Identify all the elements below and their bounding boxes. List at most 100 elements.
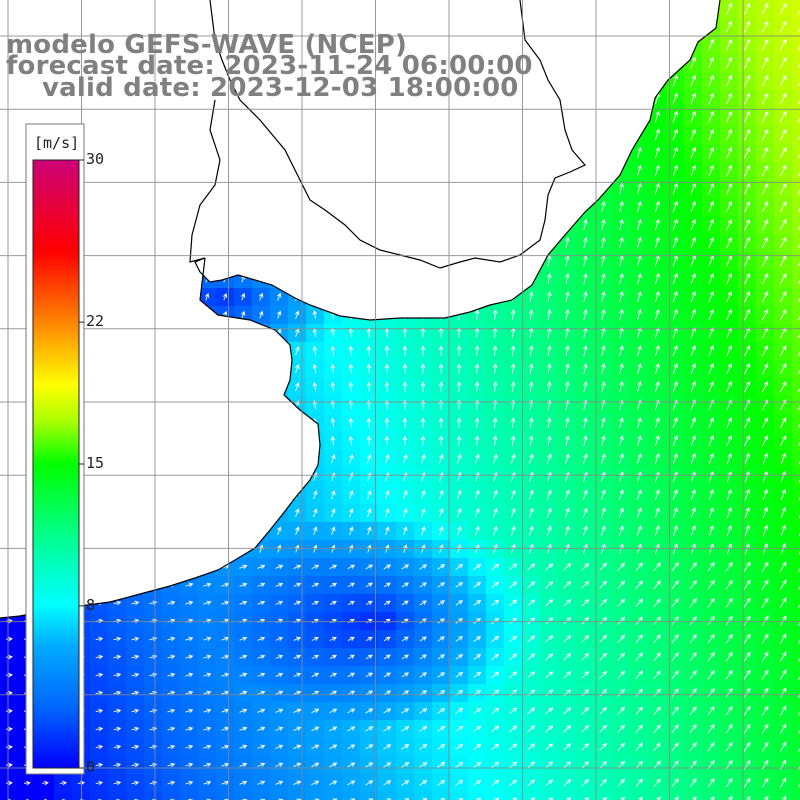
wind-arrow xyxy=(491,671,500,679)
wind-speed-cell xyxy=(468,792,487,800)
wind-arrow xyxy=(366,417,372,428)
wind-arrow xyxy=(547,345,552,357)
wind-arrow xyxy=(690,92,697,105)
wind-arrow xyxy=(707,688,715,698)
wind-arrow xyxy=(59,780,68,786)
wind-speed-cell xyxy=(792,72,800,91)
wind-arrow xyxy=(492,453,498,464)
wind-arrow xyxy=(583,272,588,285)
wind-arrow xyxy=(617,778,625,787)
wind-arrow xyxy=(365,636,373,642)
wind-arrow xyxy=(240,292,246,301)
wind-arrow xyxy=(474,327,480,338)
wind-arrow xyxy=(510,435,516,446)
wind-arrow xyxy=(563,707,572,715)
wind-speed-cell xyxy=(792,288,800,307)
wind-arrow xyxy=(95,762,104,768)
wind-arrow xyxy=(672,182,678,195)
wind-speed-cell xyxy=(648,792,667,800)
wind-arrow xyxy=(528,417,534,428)
wind-arrow xyxy=(438,345,444,356)
wind-arrow xyxy=(295,508,300,518)
wind-arrow xyxy=(167,708,176,714)
wind-arrow xyxy=(707,616,715,626)
wind-arrow xyxy=(420,345,426,356)
wind-arrow xyxy=(601,218,606,231)
wind-arrow xyxy=(637,435,642,447)
wind-arrow xyxy=(617,616,626,625)
wind-arrow xyxy=(600,489,606,500)
wind-arrow xyxy=(510,381,516,392)
wind-arrow xyxy=(797,297,800,303)
wind-arrow xyxy=(654,453,660,465)
wind-arrow xyxy=(95,690,104,696)
wind-arrow xyxy=(779,327,787,339)
wind-arrow xyxy=(726,182,733,195)
wind-arrow xyxy=(761,146,769,159)
wind-arrow xyxy=(797,369,800,375)
wind-arrow xyxy=(383,762,392,768)
wind-arrow xyxy=(726,543,732,555)
wind-arrow xyxy=(384,345,390,356)
wind-arrow xyxy=(113,672,122,678)
wind-arrow xyxy=(653,778,661,788)
wind-arrow xyxy=(744,236,751,249)
wind-arrow xyxy=(654,128,660,141)
wind-arrow xyxy=(510,345,516,356)
wind-arrow xyxy=(635,580,643,590)
wind-arrow xyxy=(295,364,300,374)
wind-arrow xyxy=(690,308,696,321)
wind-arrow xyxy=(635,652,643,662)
wind-arrow xyxy=(5,744,13,750)
wind-arrow xyxy=(401,762,410,768)
wind-arrow xyxy=(583,291,588,303)
wind-arrow xyxy=(654,489,660,501)
wind-arrow xyxy=(726,272,733,285)
wind-arrow xyxy=(599,580,608,589)
wind-arrow xyxy=(131,708,140,714)
wind-arrow xyxy=(512,797,518,800)
wind-arrow xyxy=(437,708,446,714)
wind-arrow xyxy=(277,526,282,535)
wind-arrow xyxy=(671,580,679,590)
wind-arrow xyxy=(601,417,606,429)
wind-arrow xyxy=(762,488,768,501)
wind-arrow xyxy=(473,725,482,733)
wind-arrow xyxy=(203,582,212,588)
wind-arrow xyxy=(437,726,446,732)
wind-arrow xyxy=(293,762,302,767)
wind-arrow xyxy=(635,778,643,787)
wind-arrow xyxy=(347,600,355,605)
wind-arrow xyxy=(383,744,392,750)
wind-arrow xyxy=(257,744,266,749)
wind-arrow xyxy=(707,579,715,590)
wind-arrow xyxy=(797,639,800,645)
wind-arrow xyxy=(492,417,498,428)
wind-arrow xyxy=(456,435,462,446)
wind-arrow xyxy=(545,743,554,751)
wind-arrow xyxy=(473,671,482,678)
wind-arrow xyxy=(744,543,750,555)
wind-arrow xyxy=(510,363,516,374)
wind-arrow xyxy=(653,724,661,734)
wind-speed-cell xyxy=(144,792,163,800)
wind-arrow xyxy=(385,544,390,553)
wind-speed-cell xyxy=(630,792,649,800)
wind-arrow xyxy=(167,762,176,768)
wind-arrow xyxy=(761,56,769,69)
wind-arrow xyxy=(475,543,480,554)
wind-arrow xyxy=(581,670,590,679)
wind-arrow xyxy=(708,363,714,375)
wind-speed-cell xyxy=(126,792,145,800)
wind-arrow xyxy=(761,777,769,788)
wind-arrow xyxy=(726,2,733,15)
wind-arrow xyxy=(492,435,498,446)
wind-arrow xyxy=(547,435,552,446)
wind-arrow xyxy=(293,654,302,660)
wind-arrow xyxy=(293,564,302,569)
wind-arrow xyxy=(545,761,554,769)
wind-arrow xyxy=(583,381,588,393)
wind-arrow xyxy=(744,506,750,519)
wind-arrow xyxy=(240,310,246,319)
wind-arrow xyxy=(744,218,751,231)
